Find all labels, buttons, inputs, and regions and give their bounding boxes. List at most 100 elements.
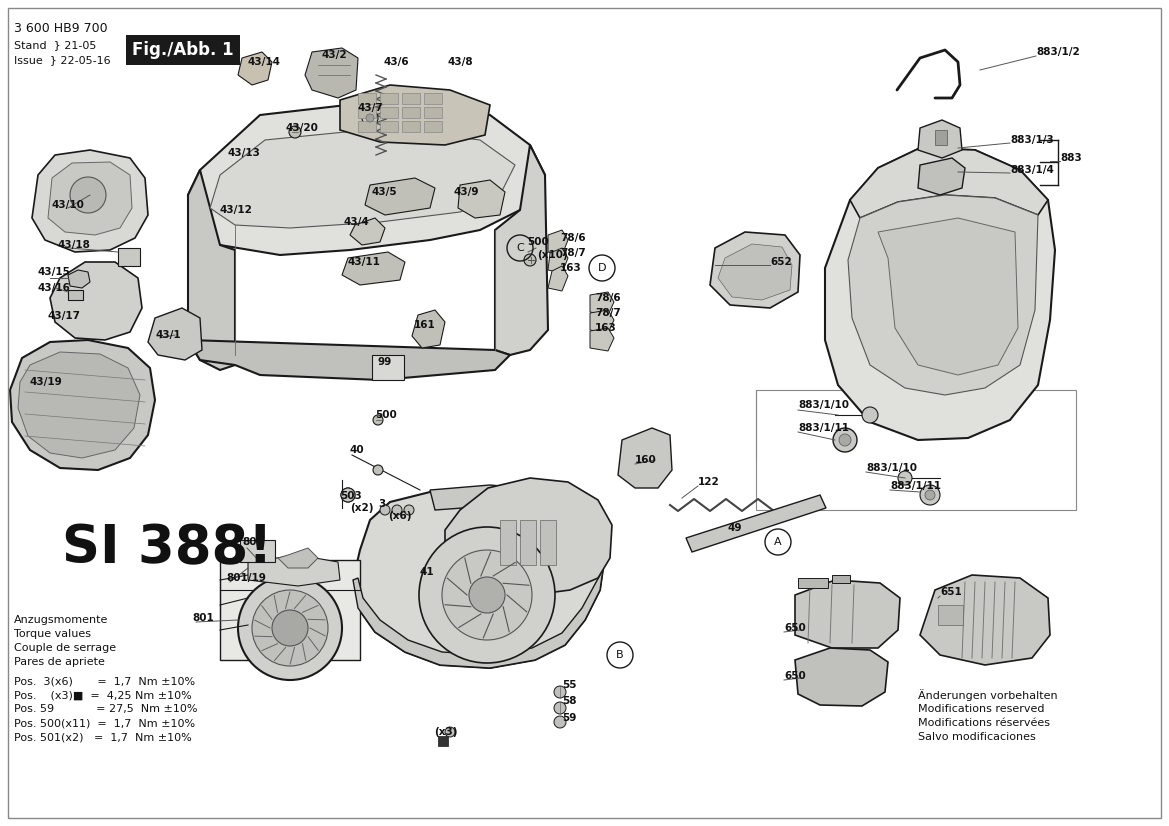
Circle shape xyxy=(524,254,537,266)
Text: 161: 161 xyxy=(414,320,436,330)
Polygon shape xyxy=(188,100,545,255)
Polygon shape xyxy=(445,478,613,595)
Text: Couple de serrage: Couple de serrage xyxy=(14,643,116,653)
Text: Änderungen vorbehalten: Änderungen vorbehalten xyxy=(918,689,1058,701)
Circle shape xyxy=(380,505,390,515)
Text: Stand  } 21-05: Stand } 21-05 xyxy=(14,40,96,50)
Text: 43/17: 43/17 xyxy=(48,311,81,321)
Text: C: C xyxy=(517,243,524,253)
Text: 43/11: 43/11 xyxy=(348,257,381,267)
Bar xyxy=(402,93,420,104)
Text: 163: 163 xyxy=(560,263,582,273)
Polygon shape xyxy=(353,555,606,668)
Text: 55: 55 xyxy=(562,680,576,690)
Polygon shape xyxy=(548,230,568,255)
Polygon shape xyxy=(68,270,90,288)
Text: 43/2: 43/2 xyxy=(321,50,347,60)
Polygon shape xyxy=(188,340,510,380)
Text: 43/20: 43/20 xyxy=(285,123,318,133)
Text: 43/1: 43/1 xyxy=(155,330,181,340)
Text: 500: 500 xyxy=(375,410,396,420)
Text: 40: 40 xyxy=(350,445,365,455)
Polygon shape xyxy=(920,575,1050,665)
Bar xyxy=(380,121,397,132)
Polygon shape xyxy=(350,218,385,245)
Bar xyxy=(240,540,275,562)
Circle shape xyxy=(341,488,355,502)
Circle shape xyxy=(445,727,455,737)
Bar xyxy=(500,520,516,565)
Bar xyxy=(380,93,397,104)
Text: 883/1/10: 883/1/10 xyxy=(798,400,849,410)
Text: 801/19: 801/19 xyxy=(226,573,265,583)
Text: 883: 883 xyxy=(1060,153,1081,163)
Circle shape xyxy=(833,428,857,452)
Polygon shape xyxy=(148,308,202,360)
Text: Salvo modificaciones: Salvo modificaciones xyxy=(918,732,1036,742)
Polygon shape xyxy=(365,178,435,215)
Circle shape xyxy=(839,434,851,446)
Polygon shape xyxy=(238,52,272,85)
Circle shape xyxy=(341,488,355,502)
Text: 43/18: 43/18 xyxy=(58,240,91,250)
Text: B: B xyxy=(616,650,624,660)
Polygon shape xyxy=(50,262,141,340)
Text: 43/9: 43/9 xyxy=(454,187,479,197)
Text: Fig./Abb. 1: Fig./Abb. 1 xyxy=(132,41,234,59)
Text: D: D xyxy=(597,263,607,273)
Text: 43/7: 43/7 xyxy=(358,103,383,113)
Text: 49: 49 xyxy=(728,523,742,533)
Polygon shape xyxy=(848,195,1038,395)
Text: 163: 163 xyxy=(595,323,617,333)
Text: 650: 650 xyxy=(784,623,805,633)
Polygon shape xyxy=(343,252,404,285)
Bar xyxy=(402,107,420,118)
Polygon shape xyxy=(918,120,962,158)
Text: 883/1/4: 883/1/4 xyxy=(1010,165,1054,175)
Circle shape xyxy=(373,465,383,475)
Text: 650: 650 xyxy=(784,671,805,681)
Text: (x6): (x6) xyxy=(388,511,411,521)
Circle shape xyxy=(920,485,940,505)
Polygon shape xyxy=(718,244,793,300)
Text: A: A xyxy=(774,537,782,547)
Circle shape xyxy=(554,686,566,698)
Circle shape xyxy=(925,490,935,500)
Circle shape xyxy=(442,550,532,640)
Polygon shape xyxy=(850,148,1047,218)
Bar xyxy=(372,355,404,380)
Text: 78/7: 78/7 xyxy=(560,248,586,258)
Polygon shape xyxy=(590,328,614,351)
Polygon shape xyxy=(48,162,132,235)
Bar xyxy=(358,121,376,132)
Text: 43/14: 43/14 xyxy=(247,57,281,67)
Circle shape xyxy=(419,527,555,663)
Polygon shape xyxy=(430,485,545,510)
Text: Pos.  3(x6)       =  1,7  Nm ±10%: Pos. 3(x6) = 1,7 Nm ±10% xyxy=(14,676,195,686)
Bar xyxy=(424,121,442,132)
Polygon shape xyxy=(32,150,148,252)
Circle shape xyxy=(70,177,106,213)
Text: 3: 3 xyxy=(378,499,386,509)
Circle shape xyxy=(373,415,383,425)
Text: Issue  } 22-05-16: Issue } 22-05-16 xyxy=(14,55,111,65)
Text: 43/4: 43/4 xyxy=(344,217,369,227)
Circle shape xyxy=(272,610,307,646)
Text: 883/1/3: 883/1/3 xyxy=(1010,135,1053,145)
Text: 99: 99 xyxy=(378,357,393,367)
Polygon shape xyxy=(590,292,614,315)
Text: Pos. 501(x2)   =  1,7  Nm ±10%: Pos. 501(x2) = 1,7 Nm ±10% xyxy=(14,732,192,742)
Bar xyxy=(220,560,360,660)
Polygon shape xyxy=(618,428,672,488)
Text: 43/10: 43/10 xyxy=(51,200,85,210)
Text: 883/1/10: 883/1/10 xyxy=(866,463,916,473)
Polygon shape xyxy=(918,158,964,195)
Text: Torque values: Torque values xyxy=(14,629,91,639)
Text: 58: 58 xyxy=(562,696,576,706)
Bar xyxy=(832,575,850,583)
Polygon shape xyxy=(795,648,888,706)
Text: 43/5: 43/5 xyxy=(372,187,397,197)
Polygon shape xyxy=(305,48,358,98)
Bar xyxy=(380,107,397,118)
Text: 883/1/2: 883/1/2 xyxy=(1036,47,1080,57)
